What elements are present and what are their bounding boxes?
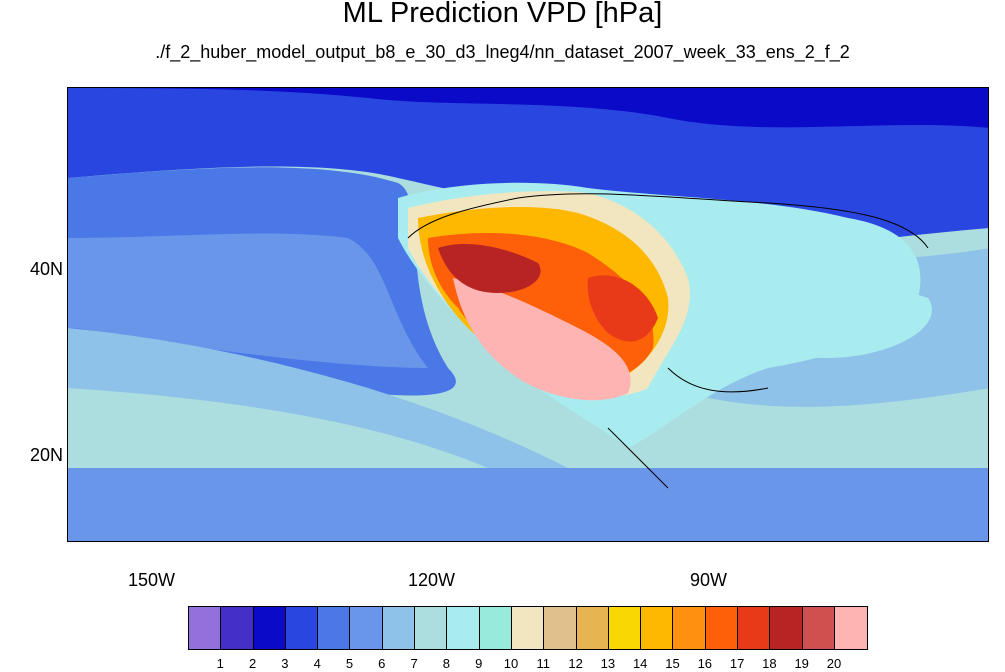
colorbar-swatch-4 xyxy=(285,607,319,649)
colorbar-label-15: 15 xyxy=(665,656,680,671)
colorbar-swatch-15 xyxy=(641,607,674,649)
colorbar-swatch-21 xyxy=(834,607,868,649)
colorbar-swatch-10 xyxy=(479,607,512,649)
colorbar-label-18: 18 xyxy=(762,656,777,671)
colorbar-label-13: 13 xyxy=(600,656,616,671)
colorbar-label-6: 6 xyxy=(378,656,386,671)
colorbar-label-1: 1 xyxy=(216,656,224,671)
colorbar-swatch-11 xyxy=(511,607,545,649)
colorbar-swatch-9 xyxy=(447,607,480,649)
colorbar-swatch-19 xyxy=(770,607,803,649)
map-title: ML Prediction VPD [hPa] xyxy=(342,0,663,29)
colorbar-swatch-2 xyxy=(221,607,254,649)
lon-label-120w: 120W xyxy=(408,570,456,590)
colorbar xyxy=(188,606,869,650)
colorbar-label-7: 7 xyxy=(410,656,418,671)
map-panel xyxy=(67,87,989,542)
colorbar-swatch-1 xyxy=(189,607,222,649)
map-subtitle: ./f_2_huber_model_output_b8_e_30_d3_lneg… xyxy=(155,42,850,62)
colorbar-swatch-8 xyxy=(415,607,448,649)
colorbar-label-12: 12 xyxy=(568,656,583,671)
lat-label-40n: 40N xyxy=(30,259,64,279)
lat-label-20n: 20N xyxy=(30,445,64,465)
colorbar-label-17: 17 xyxy=(729,656,745,671)
colorbar-label-16: 16 xyxy=(697,656,713,671)
colorbar-label-19: 19 xyxy=(794,656,809,671)
colorbar-label-8: 8 xyxy=(442,656,451,671)
vpd-field xyxy=(68,88,988,541)
colorbar-swatch-20 xyxy=(802,607,835,649)
colorbar-label-9: 9 xyxy=(475,656,483,671)
colorbar-label-4: 4 xyxy=(313,656,321,671)
colorbar-swatch-14 xyxy=(608,607,642,649)
colorbar-label-11: 11 xyxy=(536,656,551,671)
colorbar-swatch-13 xyxy=(576,607,609,649)
colorbar-swatch-7 xyxy=(382,607,416,649)
colorbar-label-20: 20 xyxy=(826,656,842,671)
lon-label-150w: 150W xyxy=(128,570,176,590)
colorbar-swatch-3 xyxy=(253,607,286,649)
colorbar-swatch-12 xyxy=(544,607,577,649)
colorbar-label-10: 10 xyxy=(503,656,519,671)
colorbar-swatch-16 xyxy=(673,607,706,649)
colorbar-swatch-18 xyxy=(738,607,771,649)
colorbar-label-5: 5 xyxy=(345,656,354,671)
colorbar-swatch-6 xyxy=(350,607,383,649)
colorbar-label-14: 14 xyxy=(632,656,648,671)
colorbar-label-3: 3 xyxy=(281,656,289,671)
colorbar-label-2: 2 xyxy=(248,656,257,671)
colorbar-swatch-17 xyxy=(705,607,739,649)
colorbar-swatch-5 xyxy=(318,607,351,649)
lon-label-90w: 90W xyxy=(690,570,728,590)
